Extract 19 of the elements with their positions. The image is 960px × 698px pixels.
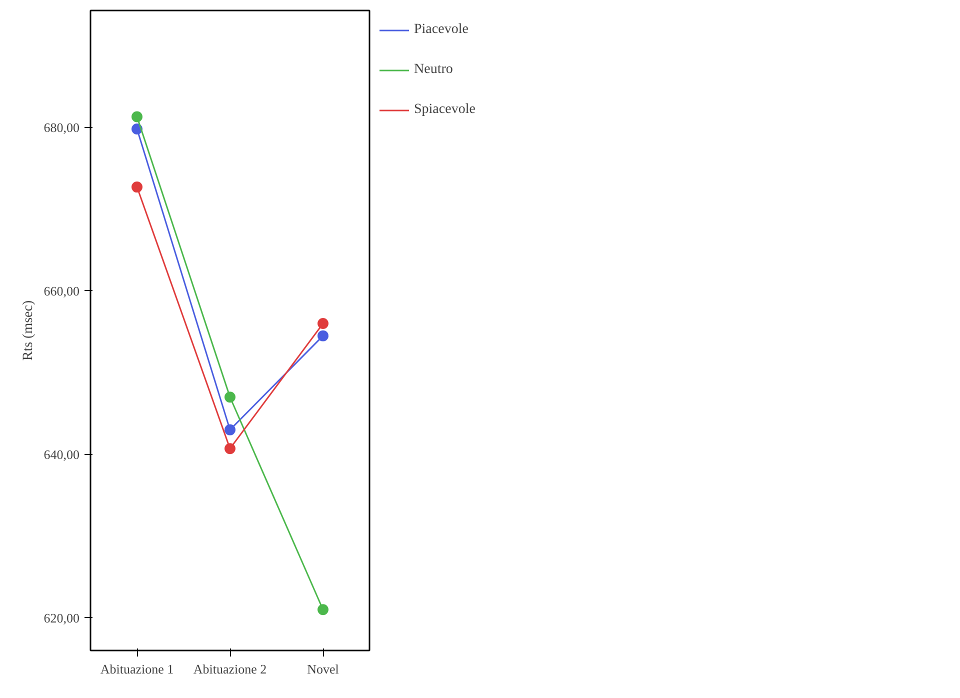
legend-label: Spiacevole <box>414 102 476 118</box>
y-tick-label: 640,00 <box>44 446 80 462</box>
y-tick-label: 680,00 <box>44 120 80 135</box>
legend-label: Neutro <box>414 62 453 78</box>
x-tick-label: Abituazione 1 <box>100 662 174 676</box>
point <box>132 182 142 193</box>
point <box>224 392 236 403</box>
point <box>132 111 142 122</box>
y-axis-title: Rts (msec) <box>20 300 36 361</box>
point <box>318 318 328 330</box>
point <box>224 424 236 436</box>
x-tick-label: Novel <box>307 662 340 676</box>
legend-label: Piacevole <box>414 22 468 38</box>
y-tick-label: 660,00 <box>44 283 80 298</box>
x-tick-label: Abituazione 2 <box>193 662 267 676</box>
point <box>318 330 328 342</box>
point <box>318 604 328 616</box>
y-tick-label: 620,00 <box>44 610 80 626</box>
point <box>224 443 236 454</box>
